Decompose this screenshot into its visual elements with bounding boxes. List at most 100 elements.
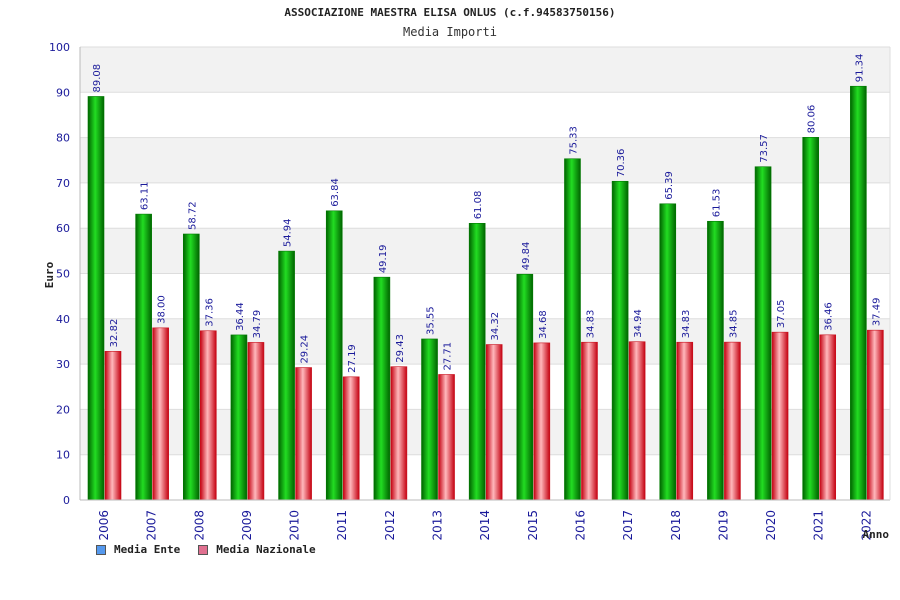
grid-band	[80, 92, 890, 138]
x-tick-label: 2008	[192, 510, 206, 541]
bar-media-ente	[659, 203, 677, 501]
data-label: 58.72	[187, 201, 198, 230]
legend-item-nazionale: Media Nazionale	[198, 543, 316, 556]
bar-media-nazionale	[199, 330, 217, 501]
bar-media-ente	[230, 334, 248, 501]
bar-media-nazionale	[581, 341, 598, 501]
bar-media-nazionale	[390, 366, 408, 501]
bar-media-nazionale	[867, 329, 884, 501]
x-tick-label: 2019	[716, 510, 730, 541]
data-label: 34.83	[585, 310, 596, 339]
x-tick-label: 2012	[383, 510, 397, 541]
bar-media-ente	[182, 233, 200, 501]
bar-media-ente	[707, 220, 724, 501]
legend-item-ente: Media Ente	[96, 543, 180, 556]
bar-media-nazionale	[104, 351, 122, 501]
x-tick-label: 2007	[145, 510, 159, 541]
bar-media-ente	[564, 158, 581, 501]
x-tick-label: 2015	[526, 510, 540, 541]
bar-media-nazionale	[533, 342, 551, 501]
bar-media-ente	[87, 96, 105, 501]
chart-subtitle: Media Importi	[403, 25, 497, 39]
data-label: 75.33	[568, 126, 579, 155]
grid-band	[80, 47, 890, 93]
bar-media-nazionale	[485, 344, 503, 501]
data-labels: 89.08 32.82 63.11 38.00 58.72 37.36 36.44 34.79…	[92, 54, 882, 373]
bar-media-ente	[468, 223, 486, 501]
y-tick-label: 70	[56, 177, 70, 190]
data-label: 37.49	[871, 298, 882, 327]
legend-label-nazionale: Media Nazionale	[216, 543, 316, 556]
data-label: 65.39	[664, 171, 675, 200]
data-label: 34.94	[633, 309, 644, 338]
data-label: 89.08	[92, 64, 103, 93]
bar-media-ente	[135, 213, 152, 501]
x-tick-label: 2018	[669, 510, 683, 541]
data-label: 34.83	[681, 310, 692, 339]
x-tick-label: 2017	[621, 510, 635, 541]
y-axis-label: Euro	[43, 261, 56, 288]
data-label: 32.82	[109, 319, 120, 348]
bar-media-ente	[516, 273, 534, 501]
x-tick-labels: 2006 2007 2008 2009 2010 2011 2012 2013 2014 2015…	[97, 510, 873, 541]
data-label: 37.05	[776, 300, 787, 329]
y-tick-label: 90	[56, 86, 70, 99]
y-tick-label: 80	[56, 132, 70, 145]
data-label: 49.19	[378, 245, 389, 274]
data-label: 61.53	[711, 189, 722, 218]
data-label: 70.36	[616, 149, 627, 178]
legend: Media Ente Media Nazionale	[96, 543, 316, 556]
bar-media-ente	[373, 276, 391, 501]
y-tick-label: 10	[56, 449, 70, 462]
legend-swatch-nazionale	[198, 544, 209, 555]
data-label: 29.43	[395, 334, 406, 363]
x-tick-label: 2010	[288, 510, 302, 541]
data-label: 61.08	[473, 191, 484, 220]
x-tick-label: 2020	[764, 510, 778, 541]
y-tick-label: 60	[56, 222, 70, 235]
legend-label-ente: Media Ente	[114, 543, 181, 556]
bar-media-ente	[278, 250, 295, 501]
x-tick-label: 2014	[478, 510, 492, 541]
x-tick-label: 2009	[240, 510, 254, 541]
axes	[79, 47, 891, 501]
bar-media-nazionale	[295, 367, 312, 501]
data-label: 36.44	[235, 302, 246, 331]
x-tick-label: 2021	[812, 510, 826, 541]
data-label: 35.55	[426, 306, 437, 335]
bar-media-nazionale	[771, 331, 789, 501]
bar-media-nazionale	[152, 327, 169, 501]
chart-title: ASSOCIAZIONE MAESTRA ELISA ONLUS (c.f.94…	[284, 6, 616, 19]
x-tick-label: 2016	[573, 510, 587, 541]
bar-media-ente	[611, 180, 629, 501]
y-tick-label: 100	[49, 41, 70, 54]
data-label: 38.00	[157, 295, 168, 324]
data-label: 63.11	[140, 181, 151, 210]
y-tick-label: 20	[56, 403, 70, 416]
bar-media-nazionale	[438, 374, 455, 501]
x-tick-label: 2006	[97, 510, 111, 541]
data-label: 80.06	[807, 105, 818, 134]
x-tick-label: 2011	[335, 510, 349, 541]
y-tick-label: 0	[63, 494, 70, 507]
data-label: 49.84	[521, 242, 532, 271]
bar-media-nazionale	[342, 376, 360, 501]
data-label: 36.46	[824, 302, 835, 331]
y-tick-labels: 0 10 20 30 40 50 60 70 80 90 100	[49, 41, 70, 507]
bars	[87, 85, 884, 501]
data-label: 27.71	[443, 342, 454, 371]
data-label: 34.85	[728, 309, 739, 338]
y-tick-label: 30	[56, 358, 70, 371]
legend-swatch-ente	[96, 544, 106, 555]
y-tick-label: 40	[56, 313, 70, 326]
bar-media-nazionale	[628, 341, 646, 501]
data-label: 34.68	[538, 310, 549, 339]
data-label: 63.84	[330, 178, 341, 207]
bar-media-ente	[802, 137, 820, 501]
x-axis-label: Anno	[863, 528, 890, 541]
data-label: 34.79	[252, 310, 263, 339]
data-label: 37.36	[204, 298, 215, 327]
data-label: 27.19	[347, 344, 358, 373]
data-label: 73.57	[759, 134, 770, 163]
